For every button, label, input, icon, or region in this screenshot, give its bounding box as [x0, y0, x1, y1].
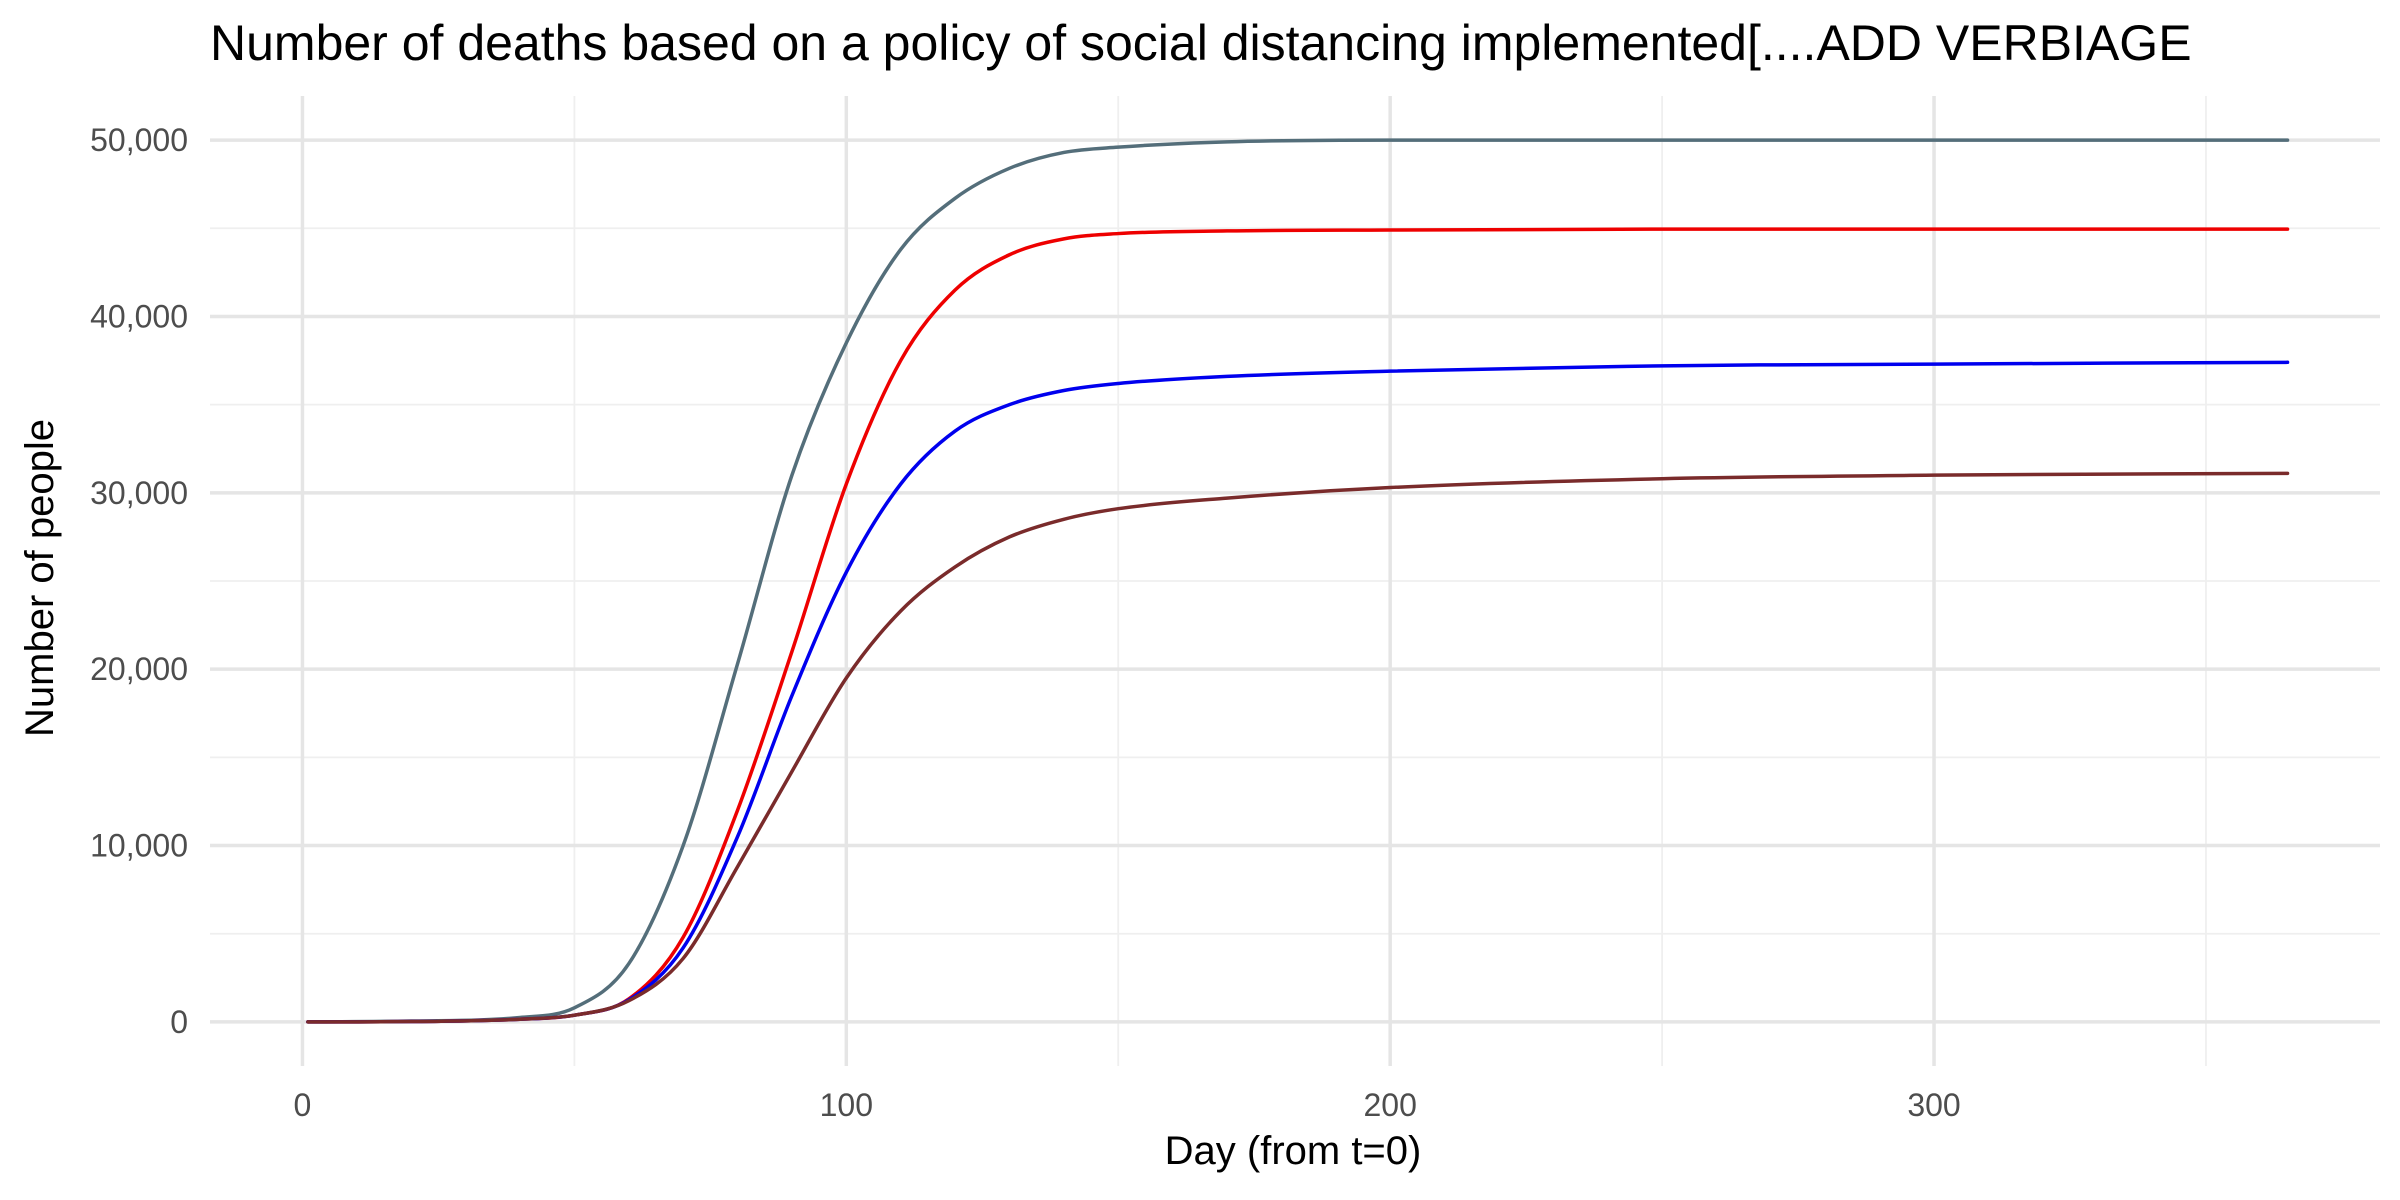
x-axis-label: Day (from t=0) [1165, 1129, 1422, 1173]
series-line-1 [306, 138, 2290, 1024]
x-tick-label: 300 [1907, 1087, 1960, 1123]
x-tick-label: 200 [1363, 1087, 1416, 1123]
series-line-2 [306, 227, 2290, 1024]
series-lines [306, 138, 2290, 1024]
y-axis-tick-labels: 0 10,000 20,000 30,000 40,000 50,000 [90, 122, 188, 1040]
y-tick-label: 10,000 [90, 828, 188, 864]
y-tick-label: 50,000 [90, 122, 188, 158]
y-tick-label: 40,000 [90, 298, 188, 334]
series-line-3 [306, 360, 2290, 1024]
y-tick-label: 0 [170, 1004, 188, 1040]
minor-gridlines [210, 96, 2380, 1066]
chart-title: Number of deaths based on a policy of so… [210, 15, 2192, 71]
y-tick-label: 20,000 [90, 651, 188, 687]
series-line-4 [306, 471, 2290, 1024]
x-axis-tick-labels: 0 100 200 300 [294, 1087, 1961, 1123]
x-tick-label: 0 [294, 1087, 312, 1123]
y-tick-label: 30,000 [90, 475, 188, 511]
y-axis-label: Number of people [18, 419, 62, 737]
x-tick-label: 100 [820, 1087, 873, 1123]
